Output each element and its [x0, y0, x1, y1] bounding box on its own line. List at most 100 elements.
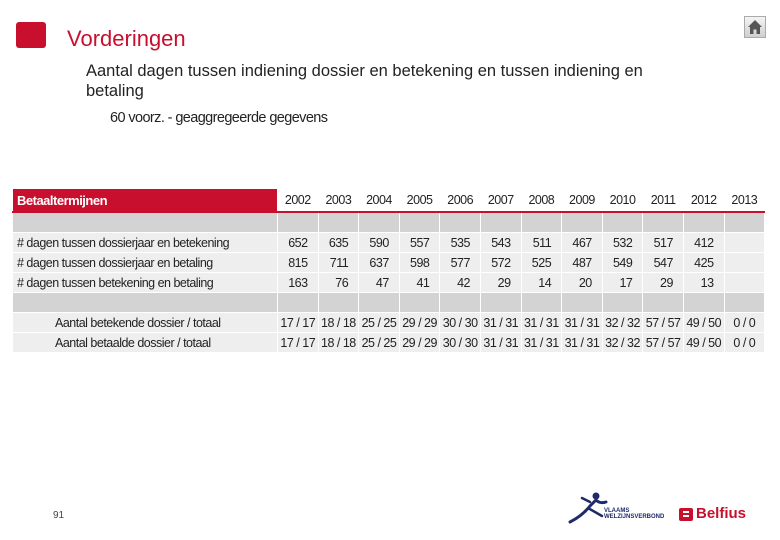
value-cell: 711: [317, 252, 360, 273]
table-row: # dagen tussen dossierjaar en betekening…: [12, 232, 766, 253]
value-cell: 76: [317, 272, 360, 293]
value-cell: 57 / 57: [642, 332, 684, 353]
table-header-label: Betaaltermijnen: [12, 188, 278, 213]
value-cell: 637: [358, 252, 400, 273]
value-cell: 487: [561, 252, 603, 273]
value-cell: 635: [317, 232, 360, 253]
table-row: Aantal betekende dossier / totaal 17 / 17…: [12, 312, 766, 333]
spacer-cell: [520, 211, 563, 233]
year-header: 2003: [317, 188, 360, 213]
spacer-row: [12, 292, 766, 313]
value-cell: 543: [479, 232, 522, 253]
spacer-cell: [723, 292, 766, 313]
spacer-cell: [317, 292, 360, 313]
value-cell: 29: [642, 272, 684, 293]
value-cell: 25 / 25: [358, 332, 400, 353]
spacer-cell: [601, 211, 644, 233]
value-cell: 511: [520, 232, 563, 253]
value-cell: 20: [561, 272, 603, 293]
spacer-cell: [12, 292, 278, 313]
value-cell: [723, 272, 766, 293]
year-header: 2012: [682, 188, 725, 213]
year-header: 2008: [520, 188, 563, 213]
home-button[interactable]: [744, 16, 766, 38]
row-label: # dagen tussen dossierjaar en betaling: [12, 252, 278, 273]
value-cell: 577: [439, 252, 481, 273]
value-cell: 49 / 50: [682, 332, 725, 353]
year-header: 2010: [601, 188, 644, 213]
table-header-row: Betaaltermijnen 2002 2003 2004 2005 2006 2007…: [12, 188, 766, 213]
year-header: 2006: [439, 188, 481, 213]
spacer-cell: [561, 292, 603, 313]
payment-terms-table: Betaaltermijnen 2002 2003 2004 2005 2006 2007…: [12, 188, 766, 353]
value-cell: 535: [439, 232, 481, 253]
row-label: Aantal betaalde dossier / totaal: [12, 332, 278, 353]
spacer-cell: [277, 292, 319, 313]
value-cell: 532: [601, 232, 644, 253]
vvsg-line2: WELZIJNSVERBOND: [604, 514, 665, 520]
value-cell: 412: [682, 232, 725, 253]
year-header: 2002: [277, 188, 319, 213]
value-cell: 163: [277, 272, 319, 293]
year-header: 2007: [479, 188, 522, 213]
vvsg-logo-text: VLAAMS WELZIJNSVERBOND: [604, 508, 664, 520]
spacer-cell: [317, 211, 360, 233]
spacer-cell: [642, 211, 684, 233]
value-cell: 425: [682, 252, 725, 273]
spacer-cell: [561, 211, 603, 233]
spacer-cell: [12, 211, 278, 233]
value-cell: 0 / 0: [723, 332, 766, 353]
table-row: # dagen tussen betekening en betaling 163…: [12, 272, 766, 293]
table-body: # dagen tussen dossierjaar en betekening…: [12, 211, 766, 353]
value-cell: 18 / 18: [317, 312, 360, 333]
spacer-cell: [277, 211, 319, 233]
value-cell: 31 / 31: [561, 332, 603, 353]
spacer-row: [12, 211, 766, 233]
value-cell: 17 / 17: [277, 332, 319, 353]
belfius-logo-text: Belfius: [696, 505, 747, 522]
value-cell: 25 / 25: [358, 312, 400, 333]
data-note: 60 voorz. - geaggregeerde gegevens: [110, 110, 328, 126]
spacer-cell: [358, 292, 400, 313]
value-cell: 29 / 29: [398, 332, 441, 353]
year-header: 2005: [398, 188, 441, 213]
value-cell: 14: [520, 272, 563, 293]
value-cell: 590: [358, 232, 400, 253]
value-cell: [723, 252, 766, 273]
value-cell: 31 / 31: [479, 332, 522, 353]
row-label: # dagen tussen betekening en betaling: [12, 272, 278, 293]
value-cell: 557: [398, 232, 441, 253]
value-cell: 57 / 57: [642, 312, 684, 333]
page-number: 91: [53, 510, 65, 521]
spacer-cell: [682, 211, 725, 233]
spacer-cell: [479, 211, 522, 233]
value-cell: 30 / 30: [439, 332, 481, 353]
value-cell: 13: [682, 272, 725, 293]
value-cell: 815: [277, 252, 319, 273]
home-icon: [748, 20, 762, 34]
spacer-cell: [601, 292, 644, 313]
spacer-cell: [479, 292, 522, 313]
value-cell: 0 / 0: [723, 312, 766, 333]
value-cell: 517: [642, 232, 684, 253]
value-cell: 598: [398, 252, 441, 273]
spacer-cell: [682, 292, 725, 313]
value-cell: 29: [479, 272, 522, 293]
value-cell: 31 / 31: [520, 312, 563, 333]
year-header: 2011: [642, 188, 684, 213]
value-cell: 547: [642, 252, 684, 273]
value-cell: [723, 232, 766, 253]
value-cell: 652: [277, 232, 319, 253]
value-cell: 549: [601, 252, 644, 273]
row-label: # dagen tussen dossierjaar en betekening: [12, 232, 278, 253]
spacer-cell: [439, 211, 481, 233]
value-cell: 29 / 29: [398, 312, 441, 333]
belfius-logo-icon: [679, 508, 693, 521]
value-cell: 31 / 31: [561, 312, 603, 333]
table-row: Aantal betaalde dossier / totaal 17 / 17 1…: [12, 332, 766, 353]
spacer-cell: [520, 292, 563, 313]
table-row: # dagen tussen dossierjaar en betaling 81…: [12, 252, 766, 273]
slide-subtitle: Aantal dagen tussen indiening dossier en…: [86, 62, 643, 100]
value-cell: 47: [358, 272, 400, 293]
value-cell: 42: [439, 272, 481, 293]
